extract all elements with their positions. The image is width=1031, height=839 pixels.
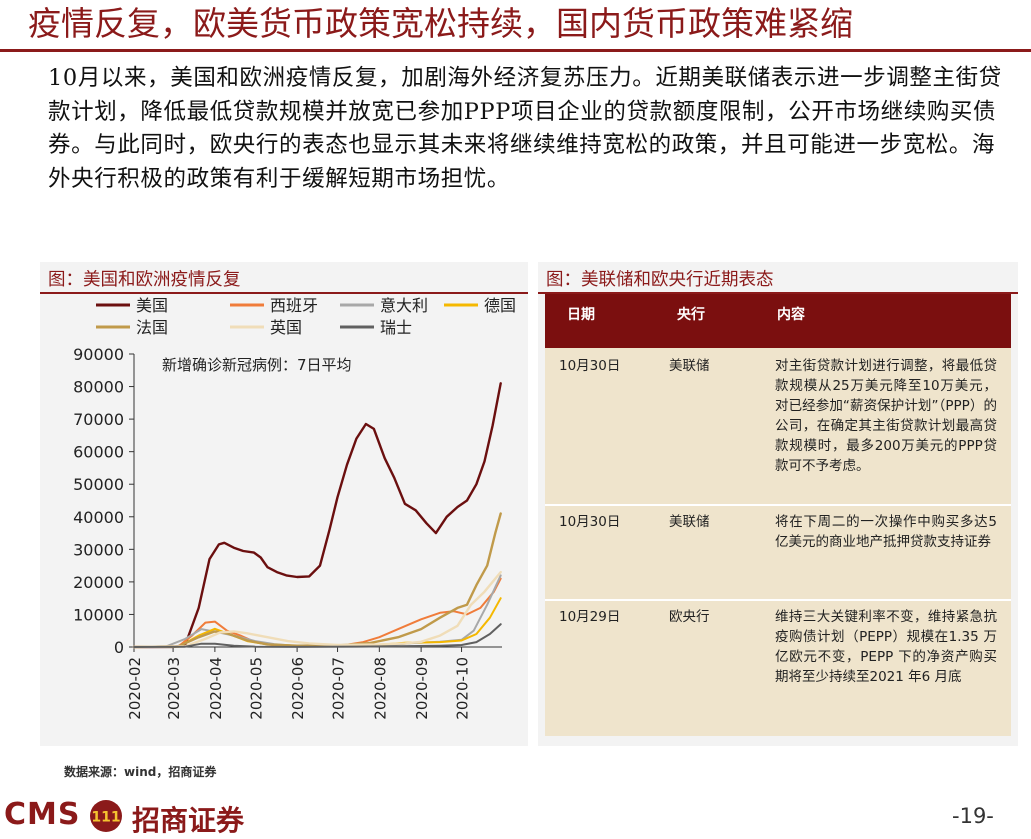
table-panel: 图：美联储和欧央行近期表态 日期 央行 内容 10月30日 美联储 对主街贷款计… xyxy=(538,262,1018,746)
y-tick-label: 50000 xyxy=(73,475,124,494)
row-date: 10月30日 xyxy=(559,514,621,530)
x-tick-label: 2020-07 xyxy=(330,657,348,720)
y-tick-label: 30000 xyxy=(73,540,124,559)
row-content: 对主街贷款计划进行调整，将最低贷款规模从25万美元降至10万美元，对已经参加“薪… xyxy=(775,358,997,474)
y-tick-label: 70000 xyxy=(73,410,124,429)
legend-label: 西班牙 xyxy=(270,296,318,315)
y-tick-label: 40000 xyxy=(73,508,124,527)
logo-cms-text: CMS xyxy=(4,797,81,832)
table-row: 10月30日 美联储 对主街贷款计划进行调整，将最低贷款规模从25万美元降至10… xyxy=(545,348,1011,504)
legend-label: 美国 xyxy=(136,296,168,315)
series-line-法国 xyxy=(132,512,502,649)
y-tick-label: 90000 xyxy=(73,345,124,364)
legend-label: 意大利 xyxy=(380,296,428,315)
row-divider xyxy=(545,599,1011,601)
row-divider xyxy=(545,504,1011,506)
series-line-美国 xyxy=(132,382,502,649)
x-tick-label: 2020-02 xyxy=(126,657,144,720)
row-bank: 美联储 xyxy=(669,358,710,374)
logo-badge-label: 111 xyxy=(91,810,120,826)
legend-label: 英国 xyxy=(270,318,302,337)
chart-annotation: 新增确诊新冠病例：7日平均 xyxy=(162,356,352,374)
x-tick-label: 2020-05 xyxy=(247,657,265,720)
chart-panel: 图：美国和欧洲疫情反复 0 10000 20000 30000 40000 50000 60… xyxy=(40,262,528,746)
y-tick-label: 60000 xyxy=(73,443,124,462)
table-row: 10月29日 欧央行 维持三大关键利率不变，维持紧急抗疫购债计划（PEPP）规模… xyxy=(545,601,1011,736)
data-source-note: 数据来源：wind，招商证券 xyxy=(64,765,217,779)
row-bank: 美联储 xyxy=(669,514,710,530)
x-tick-label: 2020-09 xyxy=(413,657,431,720)
x-tick-label: 2020-04 xyxy=(207,657,225,720)
page-number: -19- xyxy=(952,804,994,828)
series-line-瑞士 xyxy=(133,623,502,648)
logo-badge-icon: 111 xyxy=(90,800,122,832)
legend-label: 法国 xyxy=(136,318,168,337)
row-content: 将在下周二的一次操作中购买多达5亿美元的商业地产抵押贷款支持证券 xyxy=(775,514,997,550)
table-header: 日期 央行 内容 xyxy=(545,294,1011,348)
page-title: 疫情反复，欧美货币政策宽松持续，国内货币政策难紧缩 xyxy=(28,4,853,43)
series-line-英国 xyxy=(132,570,502,649)
y-tick-label: 0 xyxy=(114,638,124,657)
x-tick-label: 2020-06 xyxy=(289,657,307,720)
header-date: 日期 xyxy=(567,307,595,323)
row-date: 10月30日 xyxy=(559,358,621,374)
series-line-德国 xyxy=(133,597,502,648)
y-tick-label: 80000 xyxy=(73,378,124,397)
header-bank: 央行 xyxy=(677,307,705,323)
title-divider xyxy=(0,49,1031,52)
legend-label: 瑞士 xyxy=(380,318,412,337)
y-tick-label: 10000 xyxy=(73,605,124,624)
y-tick-label: 20000 xyxy=(73,573,124,592)
row-bank: 欧央行 xyxy=(669,609,710,625)
table-panel-rule xyxy=(538,292,1018,294)
chart-panel-title: 图：美国和欧洲疫情反复 xyxy=(48,270,241,290)
summary-paragraph: 10月以来，美国和欧洲疫情反复，加剧海外经济复苏压力。近期美联储表示进一步调整主… xyxy=(48,65,1002,192)
header-content: 内容 xyxy=(777,307,805,323)
x-tick-label: 2020-03 xyxy=(165,657,183,720)
row-date: 10月29日 xyxy=(559,609,621,625)
legend-label: 德国 xyxy=(484,296,516,315)
covid-cases-line-chart: 0 10000 20000 30000 40000 50000 60000 70000 8000… xyxy=(73,296,516,720)
cms-logo: CMS 111 招商证券 xyxy=(4,797,264,837)
x-tick-label: 2020-08 xyxy=(371,657,389,720)
table-row: 10月30日 美联储 将在下周二的一次操作中购买多达5亿美元的商业地产抵押贷款支… xyxy=(545,506,1011,599)
chart-panel-rule xyxy=(40,292,528,294)
x-tick-label: 2020-10 xyxy=(454,657,472,720)
logo-cn-text: 招商证券 xyxy=(132,804,245,837)
table-panel-title: 图：美联储和欧央行近期表态 xyxy=(546,270,774,290)
row-content: 维持三大关键利率不变，维持紧急抗疫购债计划（PEPP）规模在1.35 万亿欧元不… xyxy=(775,609,997,685)
